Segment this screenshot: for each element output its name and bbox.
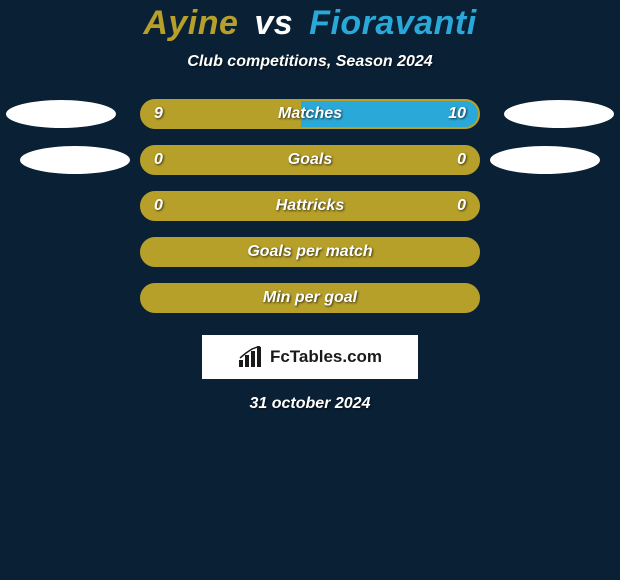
stat-row: Goals per match: [0, 237, 620, 267]
stat-value-left: 0: [154, 151, 163, 169]
player-right-marker: [504, 100, 614, 128]
player-left-name: Ayine: [143, 4, 238, 42]
stat-bar: 0 Hattricks 0: [140, 191, 480, 221]
stat-row: 0 Goals 0: [0, 145, 620, 175]
date-text: 31 october 2024: [0, 395, 620, 413]
stat-value-right: 0: [457, 197, 466, 215]
stat-bar: Min per goal: [140, 283, 480, 313]
player-left-marker: [20, 146, 130, 174]
player-right-marker: [490, 146, 600, 174]
brand-bars-icon: [238, 346, 264, 368]
comparison-infographic: Ayine vs Fioravanti Club competitions, S…: [0, 0, 620, 580]
stat-metric-label: Min per goal: [263, 289, 357, 307]
stat-bar: 9 Matches 10: [140, 99, 480, 129]
stat-metric-label: Goals: [288, 151, 332, 169]
stat-value-right: 0: [457, 151, 466, 169]
subtitle: Club competitions, Season 2024: [0, 53, 620, 71]
stat-bar: Goals per match: [140, 237, 480, 267]
stat-row: 0 Hattricks 0: [0, 191, 620, 221]
brand-text: FcTables.com: [270, 347, 382, 367]
stat-value-left: 9: [154, 105, 163, 123]
page-title: Ayine vs Fioravanti: [0, 4, 620, 43]
stat-row: Min per goal: [0, 283, 620, 313]
brand-badge: FcTables.com: [202, 335, 418, 379]
stat-metric-label: Goals per match: [247, 243, 372, 261]
player-left-marker: [6, 100, 116, 128]
stat-row: 9 Matches 10: [0, 99, 620, 129]
player-right-name: Fioravanti: [309, 4, 476, 42]
vs-separator: vs: [254, 4, 293, 42]
stat-bar: 0 Goals 0: [140, 145, 480, 175]
stat-rows: 9 Matches 10 0 Goals 0 0 Hattricks 0 Goals per ma…: [0, 99, 620, 313]
stat-value-left: 0: [154, 197, 163, 215]
stat-metric-label: Hattricks: [276, 197, 344, 215]
stat-metric-label: Matches: [278, 105, 342, 123]
stat-value-right: 10: [448, 105, 466, 123]
